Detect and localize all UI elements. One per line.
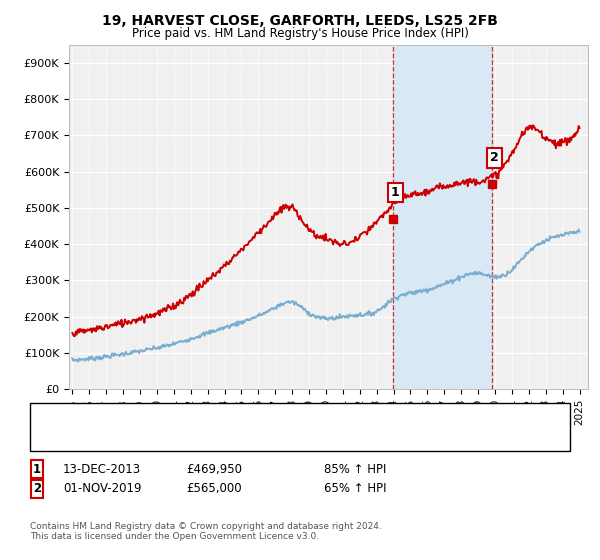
Text: 01-NOV-2019: 01-NOV-2019 bbox=[63, 482, 142, 496]
Text: 2: 2 bbox=[490, 151, 499, 165]
Text: HPI: Average price, detached house, Leeds: HPI: Average price, detached house, Leed… bbox=[84, 434, 307, 444]
Text: 65% ↑ HPI: 65% ↑ HPI bbox=[324, 482, 386, 496]
Text: 13-DEC-2013: 13-DEC-2013 bbox=[63, 463, 141, 476]
Text: Price paid vs. HM Land Registry's House Price Index (HPI): Price paid vs. HM Land Registry's House … bbox=[131, 27, 469, 40]
Text: 85% ↑ HPI: 85% ↑ HPI bbox=[324, 463, 386, 476]
Text: £565,000: £565,000 bbox=[186, 482, 242, 496]
Text: 19, HARVEST CLOSE, GARFORTH, LEEDS, LS25 2FB: 19, HARVEST CLOSE, GARFORTH, LEEDS, LS25… bbox=[102, 14, 498, 28]
Text: £469,950: £469,950 bbox=[186, 463, 242, 476]
Text: 1: 1 bbox=[33, 463, 41, 476]
Text: Contains HM Land Registry data © Crown copyright and database right 2024.
This d: Contains HM Land Registry data © Crown c… bbox=[30, 522, 382, 542]
Bar bbox=[393, 45, 493, 389]
Text: 19, HARVEST CLOSE, GARFORTH, LEEDS, LS25 2FB (detached house): 19, HARVEST CLOSE, GARFORTH, LEEDS, LS25… bbox=[84, 409, 443, 419]
Text: 2: 2 bbox=[33, 482, 41, 496]
Text: 1: 1 bbox=[391, 186, 400, 199]
